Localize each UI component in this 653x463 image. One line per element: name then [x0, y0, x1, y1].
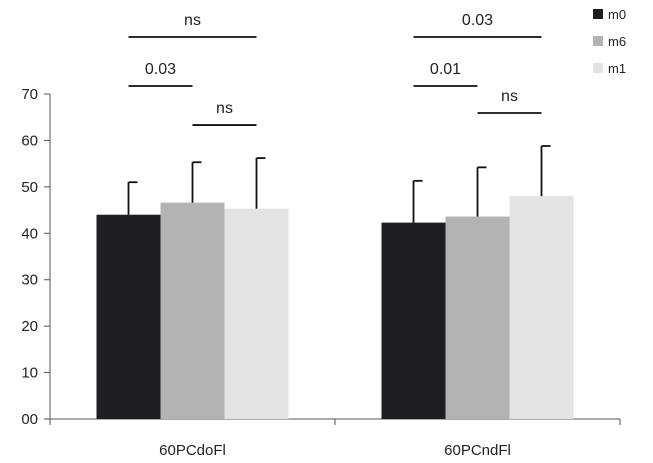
- legend-label-m6: m6: [608, 34, 626, 49]
- legend-swatch-m6: [593, 36, 603, 46]
- error-bars: [127, 145, 551, 223]
- y-tick-label: 20: [21, 318, 38, 335]
- legend: m0 m6 m1: [593, 7, 626, 76]
- y-tick-label: 60: [21, 132, 38, 149]
- significance-annotations: 0.03 ns ns 0.01 ns 0.03: [128, 12, 542, 126]
- significance-label: 0.03: [145, 61, 176, 78]
- legend-label-m1: m1: [608, 61, 626, 76]
- bar-m1: [509, 196, 574, 419]
- bar-m0: [96, 214, 161, 419]
- bar-m0: [381, 222, 446, 419]
- bar-m1: [224, 208, 289, 419]
- significance-label: 0.01: [430, 61, 461, 78]
- bar-m6: [445, 216, 510, 419]
- y-tick-label: 70: [21, 86, 38, 103]
- y-tick-label: 40: [21, 225, 38, 242]
- y-tick-label: 50: [21, 179, 38, 196]
- y-tick-label: 10: [21, 365, 38, 382]
- y-tick-label: 00: [21, 411, 38, 428]
- x-category-label: 60PCdoFl: [159, 442, 226, 459]
- significance-label: ns: [501, 88, 518, 105]
- significance-label: ns: [216, 100, 233, 117]
- significance-label: ns: [184, 12, 201, 29]
- bars: [96, 196, 574, 419]
- y-tick-label: 30: [21, 272, 38, 289]
- legend-swatch-m1: [593, 63, 603, 73]
- x-category-label: 60PCndFl: [444, 442, 511, 459]
- significance-label: 0.03: [462, 12, 493, 29]
- bar-m6: [160, 202, 225, 419]
- y-ticks: 00 10 20 30 40 50 60 70: [21, 86, 50, 428]
- legend-label-m0: m0: [608, 7, 626, 22]
- legend-swatch-m0: [593, 9, 603, 19]
- x-ticks: 60PCdoFl 60PCndFl: [49, 419, 621, 459]
